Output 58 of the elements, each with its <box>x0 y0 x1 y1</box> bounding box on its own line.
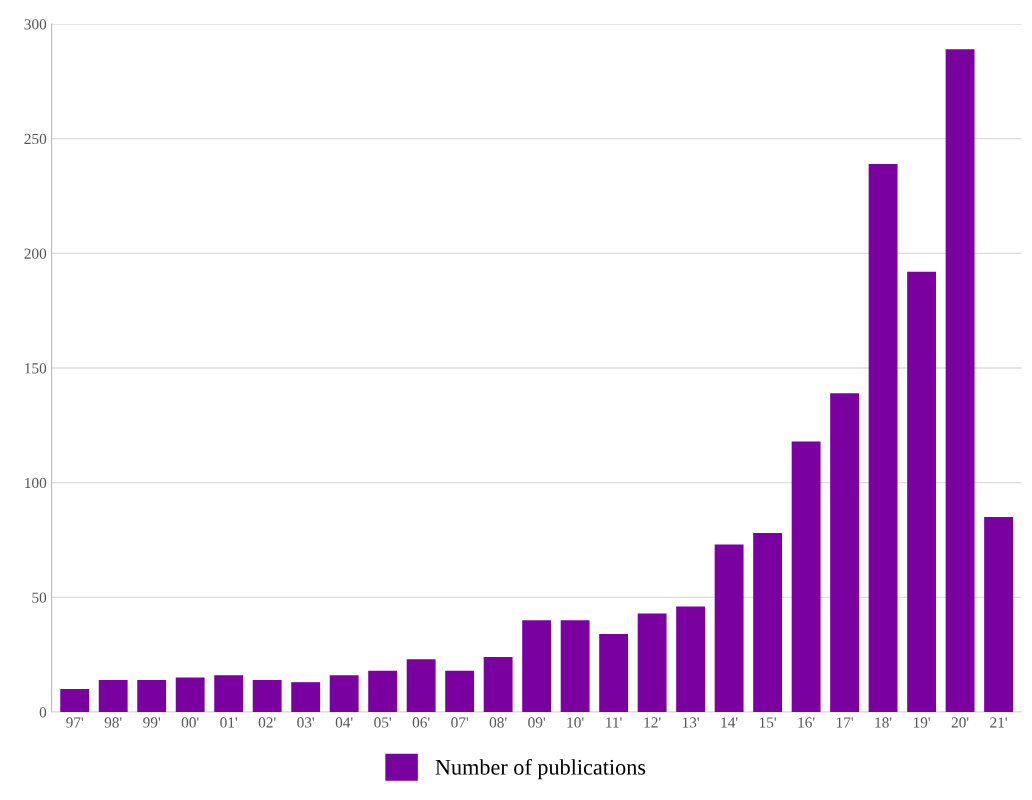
bar <box>137 679 167 712</box>
bar <box>98 679 128 712</box>
bar <box>868 163 898 712</box>
bar <box>791 441 821 712</box>
x-tick-label: 14' <box>721 717 738 728</box>
bar <box>984 517 1014 712</box>
y-tick-label: 300 <box>24 19 47 30</box>
y-tick-label: 150 <box>25 363 47 374</box>
bar <box>175 677 205 712</box>
bar <box>368 670 398 712</box>
x-tick-label: 06' <box>412 717 430 728</box>
bar <box>483 656 513 712</box>
bar <box>945 49 975 712</box>
bar <box>291 682 321 712</box>
x-tick-label: 10' <box>567 717 584 728</box>
bar <box>252 679 282 712</box>
y-tick-label: 0 <box>39 707 47 718</box>
bar <box>214 675 244 712</box>
bar <box>830 393 860 712</box>
x-tick-label: 12' <box>644 717 661 728</box>
x-tick-label: 07' <box>451 717 469 728</box>
bar <box>60 689 90 712</box>
y-tick-label: 50 <box>32 592 47 603</box>
x-tick-label: 20' <box>951 717 969 728</box>
bar <box>445 670 475 712</box>
x-tick-label: 16' <box>798 717 815 728</box>
x-tick-label: 09' <box>528 717 546 728</box>
x-tick-label: 01' <box>220 717 238 728</box>
legend-label: Number of publications <box>435 758 646 780</box>
x-tick-label: 18' <box>875 717 892 728</box>
x-tick-label: 21' <box>990 717 1007 728</box>
bar <box>714 544 744 712</box>
y-tick-label: 100 <box>25 477 47 489</box>
bar <box>676 606 706 712</box>
x-tick-label: 99' <box>143 717 161 728</box>
bar <box>599 634 629 712</box>
x-tick-label: 13' <box>682 717 699 728</box>
x-tick-label: 19' <box>913 717 930 728</box>
x-tick-label: 15' <box>759 717 776 728</box>
x-tick-label: 04' <box>335 717 353 728</box>
x-tick-label: 97' <box>66 717 84 728</box>
bar <box>406 659 436 712</box>
y-tick-label: 250 <box>24 133 47 145</box>
x-tick-label: 98' <box>104 717 122 728</box>
x-tick-label: 08' <box>489 717 507 728</box>
x-tick-label: 17' <box>836 717 853 728</box>
bar <box>522 620 552 712</box>
bar <box>329 675 359 712</box>
x-tick-label: 11' <box>606 717 622 728</box>
x-tick-label: 05' <box>374 717 392 728</box>
bar <box>753 533 783 712</box>
y-tick-label: 200 <box>24 248 47 259</box>
bar <box>907 271 937 712</box>
bar <box>637 613 667 712</box>
x-tick-label: 02' <box>258 717 276 728</box>
bar <box>560 620 590 712</box>
x-tick-label: 00' <box>181 717 199 728</box>
x-tick-label: 03' <box>297 717 315 728</box>
